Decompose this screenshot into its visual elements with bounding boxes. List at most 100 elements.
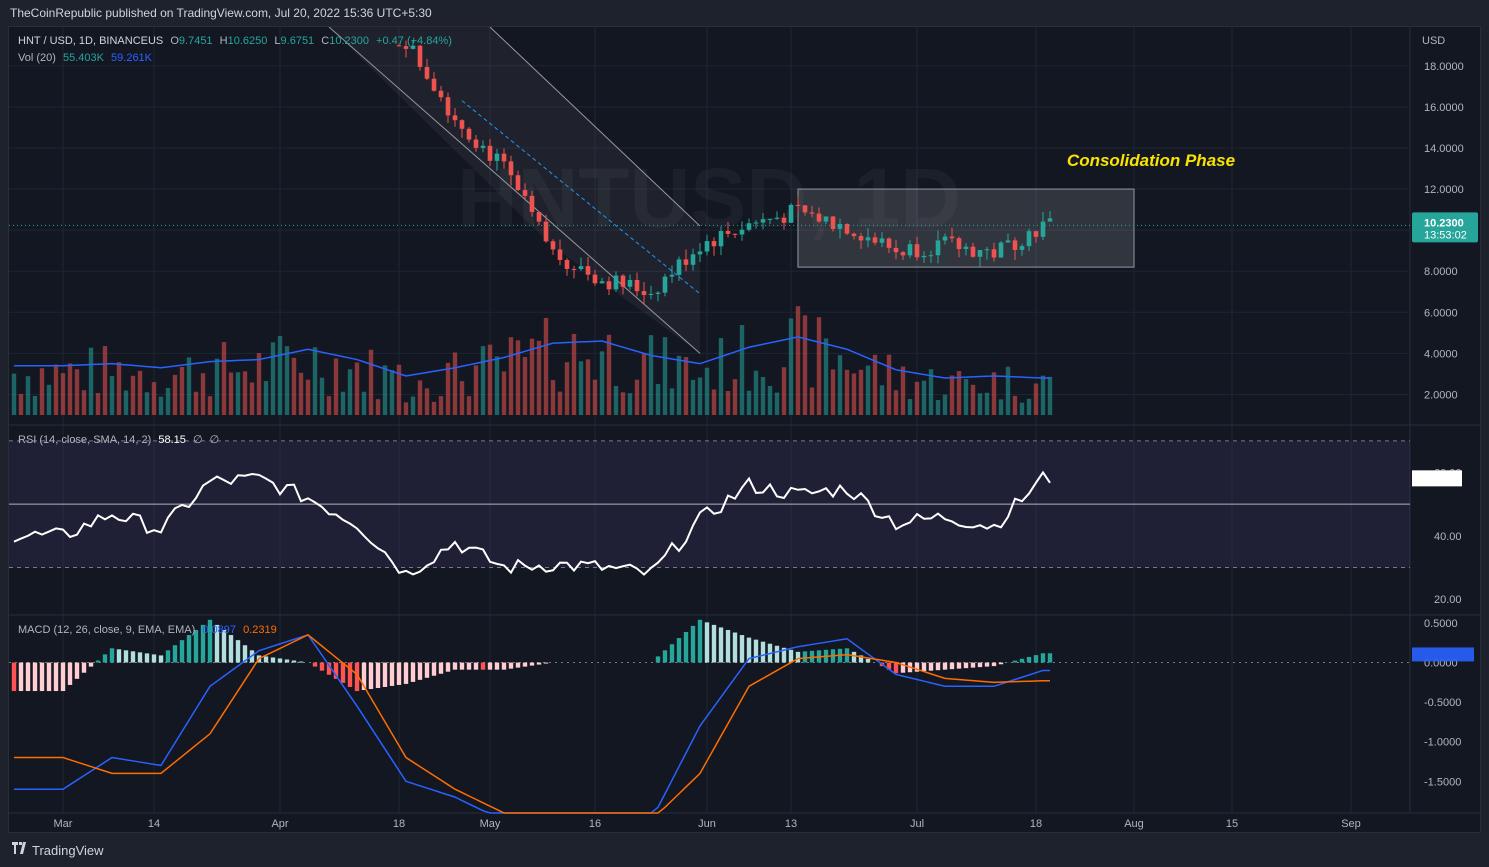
axes: USD18.000016.000014.000012.000010.00008.… bbox=[54, 35, 1478, 830]
macd-histogram-bar bbox=[417, 662, 423, 680]
candle-body bbox=[998, 242, 1004, 258]
footer-brand[interactable]: TradingView bbox=[32, 843, 104, 858]
volume-bar bbox=[88, 347, 94, 415]
candle-body bbox=[578, 266, 584, 270]
macd-histogram-bar bbox=[284, 659, 290, 663]
macd-histogram-bar bbox=[704, 622, 710, 663]
watermark: HNTUSD, 1D bbox=[457, 151, 961, 245]
macd-histogram-bar bbox=[214, 624, 220, 663]
candle-body bbox=[753, 222, 759, 224]
volume-bar bbox=[452, 352, 458, 415]
candle-body bbox=[396, 45, 402, 47]
macd-histogram-bar bbox=[67, 662, 73, 685]
macd-histogram-bar bbox=[60, 662, 66, 692]
annotation-text: Consolidation Phase bbox=[1067, 151, 1235, 170]
macd-histogram-bar bbox=[235, 640, 241, 663]
candle-body bbox=[438, 90, 444, 98]
rsi-label[interactable]: RSI (14, close, SMA, 14, 2) bbox=[18, 434, 152, 446]
chart-svg[interactable]: HNTUSD, 1D USD 18.0000 16.0000 14.0000 12.00… bbox=[9, 26, 1480, 832]
candle-body bbox=[669, 274, 675, 277]
candle-body bbox=[508, 161, 514, 176]
macd-histogram-bar bbox=[46, 662, 52, 692]
volume-bar bbox=[11, 373, 17, 415]
candle-body bbox=[1033, 231, 1039, 237]
candle-body bbox=[991, 249, 997, 258]
macd-histogram-bar bbox=[18, 662, 24, 692]
volume-bar bbox=[207, 396, 213, 415]
time-tick-label: 16 bbox=[589, 818, 601, 830]
candle-body bbox=[949, 236, 955, 239]
candle-body bbox=[683, 259, 689, 265]
volume-bar bbox=[109, 375, 115, 415]
candle-body bbox=[494, 153, 500, 161]
candle-body bbox=[417, 45, 423, 67]
volume-bar bbox=[963, 379, 969, 415]
macd-histogram-bar bbox=[333, 662, 339, 679]
macd-histogram-bar bbox=[935, 662, 941, 671]
macd-histogram-bar bbox=[410, 662, 416, 682]
macd-histogram-bar bbox=[690, 625, 696, 663]
volume-bar bbox=[767, 385, 773, 415]
macd-value-2: 0.2319 bbox=[243, 624, 277, 636]
volume-bar bbox=[613, 385, 619, 415]
volume-bar bbox=[263, 380, 269, 415]
macd-histogram-bar bbox=[179, 640, 185, 663]
volume-bar bbox=[683, 357, 689, 415]
volume-bar bbox=[942, 394, 948, 415]
candle-body bbox=[606, 281, 612, 290]
volume-bar bbox=[676, 355, 682, 415]
candle-body bbox=[690, 254, 696, 265]
candle-body bbox=[725, 231, 731, 234]
macd-histogram-bar bbox=[11, 662, 17, 692]
volume-bar bbox=[487, 344, 493, 415]
vol-label[interactable]: Vol (20) bbox=[18, 52, 56, 64]
descending-channel bbox=[328, 26, 701, 354]
volume-bar bbox=[886, 354, 892, 415]
macd-histogram-bar bbox=[25, 662, 31, 692]
rsi-extra-1: ∅ bbox=[192, 434, 203, 446]
candle-body bbox=[557, 249, 563, 260]
macd-histogram-bar bbox=[144, 653, 150, 663]
volume-bar bbox=[165, 387, 171, 415]
candle-body bbox=[466, 128, 472, 140]
macd-histogram-bar bbox=[900, 662, 906, 673]
macd-label[interactable]: MACD (12, 26, close, 9, EMA, EMA) bbox=[18, 624, 196, 636]
chart-frame[interactable]: HNTUSD, 1D USD 18.0000 16.0000 14.0000 12.00… bbox=[8, 26, 1481, 833]
candle-body bbox=[823, 216, 829, 222]
candle-body bbox=[921, 255, 927, 258]
volume-bar bbox=[788, 318, 794, 415]
candle-body bbox=[592, 274, 598, 284]
channel-upper bbox=[489, 26, 701, 227]
volume-bar bbox=[872, 354, 878, 415]
macd-histogram-bar bbox=[368, 662, 374, 690]
time-tick-label: Sep bbox=[1341, 818, 1361, 830]
macd-histogram-bar bbox=[991, 662, 997, 667]
macd-histogram-bar bbox=[151, 654, 157, 663]
macd-histogram-bar bbox=[270, 657, 276, 663]
candle-body bbox=[1026, 231, 1032, 247]
high-label: H bbox=[219, 35, 228, 47]
volume-bar bbox=[515, 340, 521, 415]
symbol-label[interactable]: HNT / USD, 1D, BINANCEUS bbox=[18, 35, 164, 47]
volume-bar bbox=[711, 389, 717, 415]
macd-histogram-bar bbox=[683, 632, 689, 663]
macd-histogram-bar bbox=[340, 662, 346, 683]
candle-body bbox=[711, 241, 717, 247]
macd-histogram-bar bbox=[676, 638, 682, 663]
price-axis-currency: USD bbox=[1422, 35, 1445, 47]
volume-bar bbox=[389, 370, 395, 415]
macd-histogram-bar bbox=[172, 645, 178, 663]
tradingview-logo-icon bbox=[12, 842, 26, 854]
volume-bar bbox=[494, 356, 500, 415]
volume-bar bbox=[879, 385, 885, 415]
macd-histogram-bar bbox=[809, 650, 815, 663]
volume-bar bbox=[74, 369, 80, 415]
volume-bar bbox=[704, 367, 710, 415]
volume-bar bbox=[235, 372, 241, 415]
macd-histogram-bar bbox=[445, 662, 451, 672]
volume-bar bbox=[25, 376, 31, 415]
candle-body bbox=[977, 250, 983, 257]
volume-bar bbox=[774, 392, 780, 415]
candle-body bbox=[704, 241, 710, 252]
macd-histogram-bar bbox=[473, 662, 479, 670]
